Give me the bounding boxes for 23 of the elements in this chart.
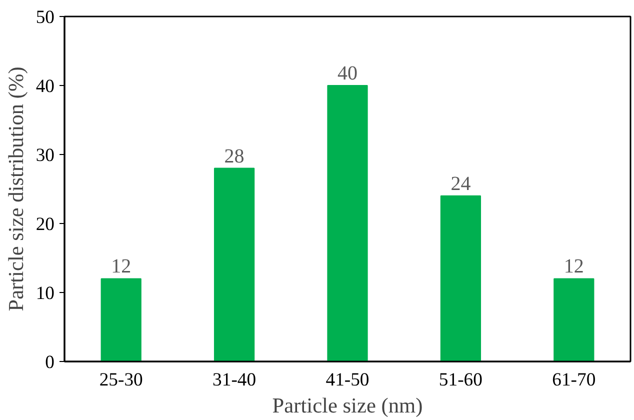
bar [100,278,142,362]
bar [440,195,482,362]
data-label: 12 [564,256,584,278]
y-tick-label: 20 [36,214,54,235]
y-tick-label: 10 [36,283,54,304]
x-tick-label: 31-40 [212,370,256,390]
y-axis-title: Particle size distribution (%) [4,66,28,312]
data-label: 12 [111,256,132,278]
bar [554,278,594,362]
data-label: 24 [450,172,471,195]
x-axis-title: Particle size (nm) [272,394,423,418]
x-tick-label: 25-30 [99,370,143,390]
bar [214,168,255,362]
y-tick-label: 0 [45,352,54,373]
y-tick-label: 50 [36,7,54,28]
bar [327,85,368,362]
data-label: 28 [224,145,244,168]
y-tick-label: 30 [36,145,54,166]
x-tick-label: 51-60 [438,370,482,390]
y-tick-label: 40 [36,76,54,97]
x-tick-label: 41-50 [326,370,370,390]
x-tick-label: 61-70 [552,370,596,390]
data-label: 40 [338,62,358,84]
